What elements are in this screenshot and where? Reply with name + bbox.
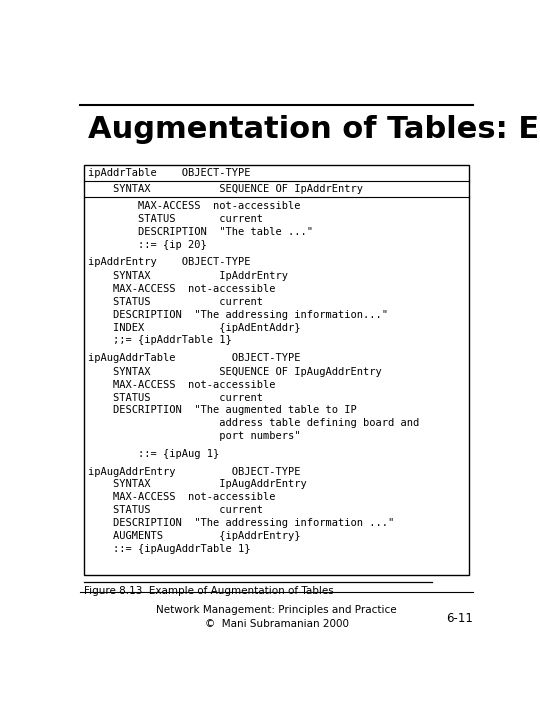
Text: SYNTAX           IpAugAddrEntry: SYNTAX IpAugAddrEntry [89, 480, 307, 490]
Text: AUGMENTS         {ipAddrEntry}: AUGMENTS {ipAddrEntry} [89, 531, 301, 541]
Text: SYNTAX           IpAddrEntry: SYNTAX IpAddrEntry [89, 271, 288, 281]
Text: address table defining board and: address table defining board and [89, 418, 420, 428]
Text: MAX-ACCESS  not-accessible: MAX-ACCESS not-accessible [89, 201, 301, 211]
Text: 6-11: 6-11 [447, 612, 474, 625]
Text: DESCRIPTION  "The addressing information ...": DESCRIPTION "The addressing information … [89, 518, 395, 528]
Text: SYNTAX           SEQUENCE OF IpAddrEntry: SYNTAX SEQUENCE OF IpAddrEntry [89, 184, 363, 194]
Text: ©  Mani Subramanian 2000: © Mani Subramanian 2000 [205, 618, 349, 629]
Text: port numbers": port numbers" [89, 431, 301, 441]
Text: MAX-ACCESS  not-accessible: MAX-ACCESS not-accessible [89, 492, 276, 503]
Text: DESCRIPTION  "The table ...": DESCRIPTION "The table ..." [89, 227, 313, 237]
Text: ;;= {ipAddrTable 1}: ;;= {ipAddrTable 1} [89, 336, 232, 346]
Text: MAX-ACCESS  not-accessible: MAX-ACCESS not-accessible [89, 284, 276, 294]
Text: STATUS           current: STATUS current [89, 505, 264, 516]
Text: STATUS       current: STATUS current [89, 214, 264, 224]
Text: SYNTAX           SEQUENCE OF IpAugAddrEntry: SYNTAX SEQUENCE OF IpAugAddrEntry [89, 367, 382, 377]
Text: DESCRIPTION  "The augmented table to IP: DESCRIPTION "The augmented table to IP [89, 405, 357, 415]
Text: DESCRIPTION  "The addressing information...": DESCRIPTION "The addressing information.… [89, 310, 388, 320]
Text: STATUS           current: STATUS current [89, 297, 264, 307]
Text: STATUS           current: STATUS current [89, 392, 264, 402]
Text: Augmentation of Tables: Example: Augmentation of Tables: Example [89, 115, 540, 144]
Text: ::= {ipAug 1}: ::= {ipAug 1} [89, 449, 220, 459]
Text: MAX-ACCESS  not-accessible: MAX-ACCESS not-accessible [89, 379, 276, 390]
Text: ipAddrTable    OBJECT-TYPE: ipAddrTable OBJECT-TYPE [89, 168, 251, 178]
Text: INDEX            {ipAdEntAddr}: INDEX {ipAdEntAddr} [89, 323, 301, 333]
Text: Figure 8.13  Example of Augmentation of Tables: Figure 8.13 Example of Augmentation of T… [84, 587, 334, 596]
Text: Network Management: Principles and Practice: Network Management: Principles and Pract… [157, 606, 397, 616]
Text: ipAugAddrTable         OBJECT-TYPE: ipAugAddrTable OBJECT-TYPE [89, 354, 301, 363]
Text: ::= {ip 20}: ::= {ip 20} [89, 240, 207, 250]
Text: ipAddrEntry    OBJECT-TYPE: ipAddrEntry OBJECT-TYPE [89, 258, 251, 267]
Text: ::= {ipAugAddrTable 1}: ::= {ipAugAddrTable 1} [89, 544, 251, 554]
Text: ipAugAddrEntry         OBJECT-TYPE: ipAugAddrEntry OBJECT-TYPE [89, 467, 301, 477]
